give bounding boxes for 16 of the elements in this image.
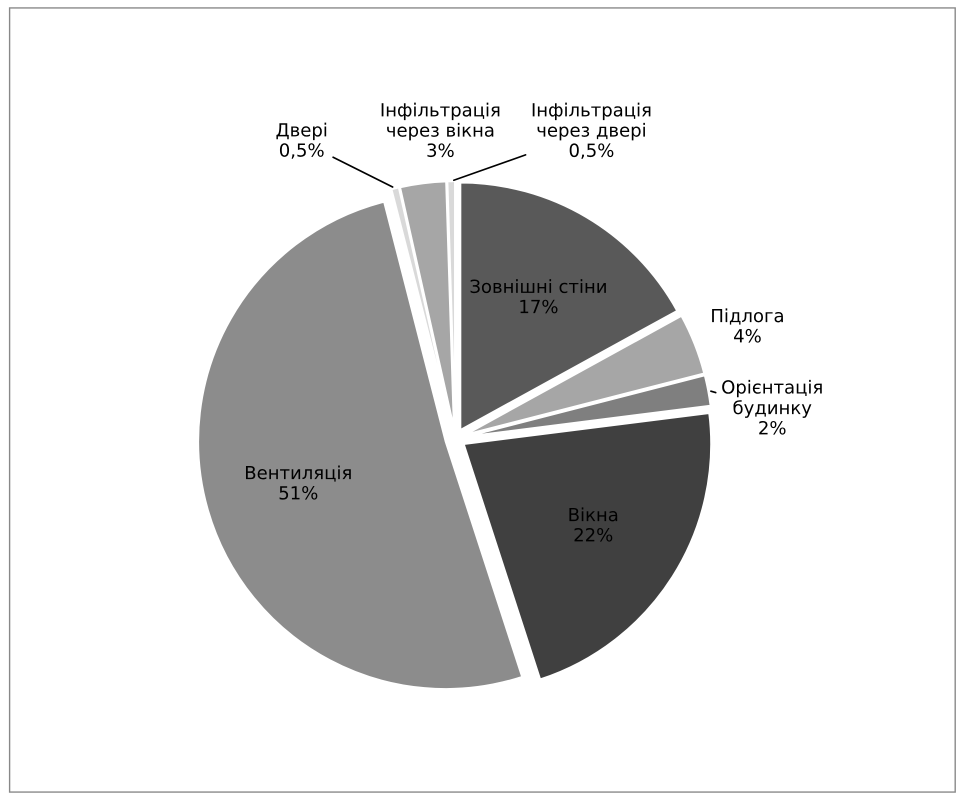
slice-label: Вікна bbox=[569, 507, 618, 522]
slice-label: Інфільтрація через двері bbox=[532, 102, 650, 140]
slice-label: Підлога bbox=[712, 308, 783, 325]
data-label: 0,5% bbox=[280, 143, 324, 159]
slice-label: Орієнтація будинку bbox=[722, 380, 822, 418]
data-label: 17% bbox=[520, 300, 558, 314]
slice-label: Інфільтрація через вікна bbox=[382, 102, 500, 140]
slice-label: Двері bbox=[276, 122, 326, 140]
data-label: 4% bbox=[734, 328, 761, 343]
data-label: 0,5% bbox=[570, 143, 614, 159]
slice-label: Зовнішні стіни bbox=[470, 279, 606, 294]
data-label: 2% bbox=[759, 420, 786, 435]
data-label: 51% bbox=[280, 486, 318, 500]
data-label: 3% bbox=[427, 143, 454, 158]
data-label: 22% bbox=[574, 528, 612, 542]
slice-label: Вентиляція bbox=[246, 465, 351, 482]
